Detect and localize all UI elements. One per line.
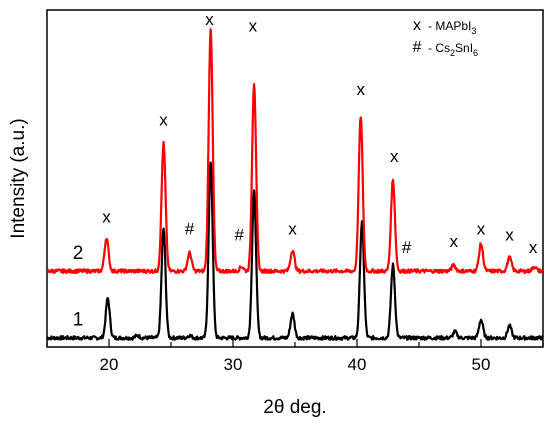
legend-symbol: x [413, 17, 421, 34]
legend-label: - Cs2SnI6 [428, 41, 478, 58]
peak-marker: # [402, 238, 412, 257]
peak-marker: x [390, 147, 399, 166]
peak-marker: x [249, 16, 258, 35]
x-tick-label: 30 [224, 355, 243, 374]
peak-marker: # [234, 226, 244, 245]
peak-marker: x [205, 10, 214, 29]
peak-marker: x [159, 110, 168, 129]
peak-marker: x [529, 238, 538, 257]
peak-marker: x [102, 208, 111, 227]
peak-marker: # [185, 220, 195, 239]
peak-marker: x [477, 220, 486, 239]
legend-entry: x - MAPbI3 [413, 17, 476, 36]
x-axis-title: 2θ deg. [263, 397, 326, 418]
y-axis-title: Intensity (a.u.) [8, 118, 29, 238]
series-line-1 [47, 161, 543, 341]
x-axis-ticks: 20 30 40 50 [46, 339, 544, 374]
plot-frame [46, 9, 544, 348]
x-tick-label: 50 [472, 355, 491, 374]
series-line-2 [47, 28, 543, 275]
legend-symbol: # [413, 39, 422, 56]
series-layer [47, 28, 543, 341]
peak-marker: x [505, 226, 514, 245]
x-tick-label: 20 [100, 355, 119, 374]
legend-label: - MAPbI3 [428, 19, 476, 36]
peak-marker: x [356, 80, 365, 99]
peak-marker: x [449, 232, 458, 251]
x-tick-label: 40 [348, 355, 367, 374]
curve-label-2: 2 [73, 243, 84, 264]
peak-marker: x [288, 220, 297, 239]
legend-entry: # - Cs2SnI6 [413, 39, 479, 58]
curve-labels-layer: 12 [73, 243, 84, 331]
legend: x - MAPbI3 # - Cs2SnI6 [413, 17, 479, 58]
curve-label-1: 1 [73, 310, 84, 331]
